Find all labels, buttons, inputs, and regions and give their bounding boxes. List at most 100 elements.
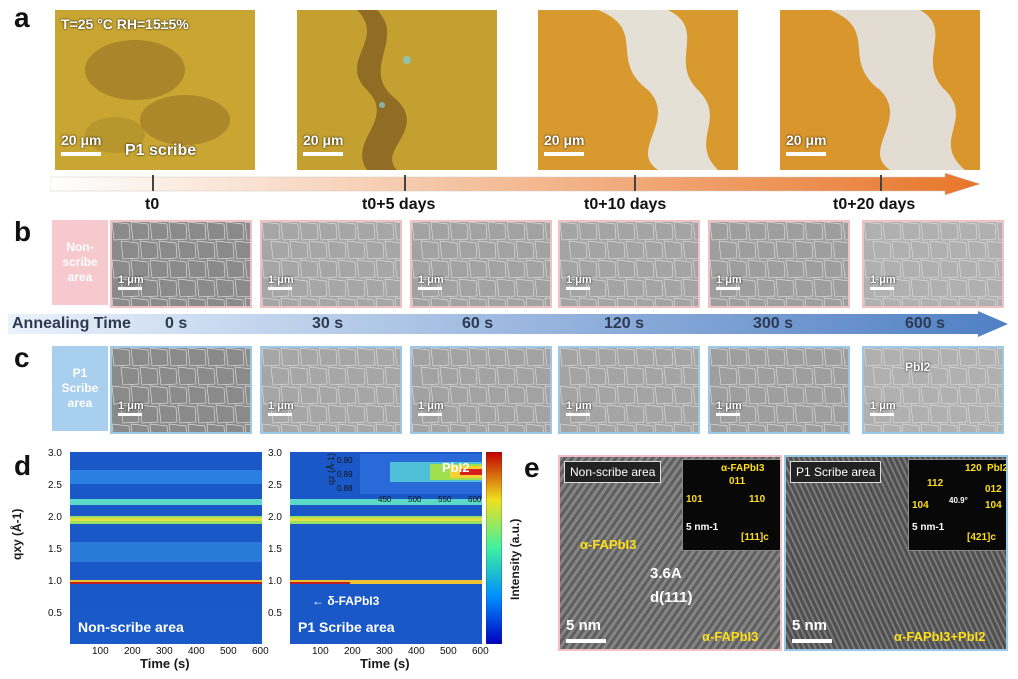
time-arrow — [50, 173, 980, 195]
inset-x-tick: 450 — [378, 495, 392, 504]
sem-image: 1 μm — [110, 220, 252, 308]
fft-spot: 101 — [686, 494, 703, 505]
tem-scale-bar — [792, 639, 832, 643]
x-tick-label: 100 — [92, 646, 109, 657]
timeline-label-t20: t0+20 days — [833, 196, 916, 213]
sem-scale-label: 1 μm — [870, 274, 896, 286]
heatmap-non-scribe — [70, 452, 262, 644]
non-scribe-heatmap-label: Non-scribe area — [78, 619, 184, 635]
grain-texture — [560, 348, 698, 432]
inset-y-tick: 0.90 — [337, 456, 353, 465]
side-label-line: area — [67, 270, 93, 284]
sem-scale-bar — [418, 413, 442, 416]
x-tick-label: 600 — [252, 646, 269, 657]
scribe-side-label: P1 Scribe area — [52, 346, 108, 431]
sem-scale-label: 1 μm — [418, 274, 444, 286]
tem-non-scribe: Non-scribe area α-FAPbI3 011 101 110 5 n… — [558, 455, 782, 651]
grain-texture — [262, 222, 400, 306]
annealing-arrow — [8, 311, 1008, 337]
inset-x-tick: 600 — [468, 495, 482, 504]
fft-spot: 012 — [985, 484, 1002, 495]
grain-texture — [412, 348, 550, 432]
anneal-time-600: 600 s — [905, 315, 946, 332]
tem-scale-label: 5 nm — [792, 617, 828, 634]
y-tick-label: 0.5 — [48, 608, 62, 619]
y-tick-label: 2.5 — [268, 480, 282, 491]
sem-scale-bar — [566, 287, 590, 290]
sem-image: 1 μm — [708, 346, 850, 434]
fft-non-scribe: α-FAPbI3 011 101 110 5 nm-1 [111]c — [682, 459, 780, 551]
y-tick-label: 1.0 — [268, 576, 282, 587]
inset-y-tick: 0.89 — [337, 470, 353, 479]
sem-scale-bar — [870, 287, 894, 290]
sem-image: 1 μm — [862, 220, 1004, 308]
y-tick-label: 2.0 — [48, 512, 62, 523]
delta-fapbi3-label: ← δ-FAPbI3 — [312, 594, 380, 608]
sem-scale-bar — [716, 287, 740, 290]
x-tick-label: 400 — [188, 646, 205, 657]
sem-scale-label: 1 μm — [118, 274, 144, 286]
delta-text: δ-FAPbI3 — [327, 594, 380, 608]
phase-label-bottom: α-FAPbI3+PbI2 — [894, 629, 986, 644]
sem-image: 1 μm — [862, 346, 1004, 434]
x-tick-label: 500 — [220, 646, 237, 657]
optical-image-t0: T=25 °C RH=15±5% 20 μm P1 scribe — [55, 10, 255, 170]
scale-bar — [303, 152, 343, 156]
optical-image-t10: 20 μm — [538, 10, 738, 170]
anneal-time-300: 300 s — [753, 315, 794, 332]
scale-bar-label: 20 μm — [786, 132, 827, 148]
inset-pbi2-label: PbI2 — [442, 460, 470, 475]
side-label-line: scribe — [62, 255, 98, 269]
fft-scribe: 120 PbI2 112 012 104 104 40.9° 5 nm-1 [4… — [908, 459, 1006, 551]
side-label-line: area — [67, 396, 93, 410]
panel-label-c: c — [14, 342, 30, 373]
side-label-line: Scribe — [61, 381, 99, 395]
optical-texture — [55, 10, 255, 170]
sem-scale-bar — [118, 413, 142, 416]
anneal-time-60: 60 s — [462, 315, 494, 332]
plane-label: d(111) — [650, 589, 693, 606]
sem-scale-label: 1 μm — [716, 400, 742, 412]
y-tick-label: 1.5 — [268, 544, 282, 555]
pbi2-sem-label: PbI2 — [905, 360, 931, 374]
timeline-tick — [880, 175, 882, 191]
sem-scale-bar — [418, 287, 442, 290]
condition-label: T=25 °C RH=15±5% — [61, 16, 189, 32]
anneal-time-30: 30 s — [312, 315, 344, 332]
panel-label-a: a — [14, 2, 30, 33]
sem-scale-label: 1 μm — [268, 400, 294, 412]
sem-scale-label: 1 μm — [870, 400, 896, 412]
sem-scale-label: 1 μm — [566, 274, 592, 286]
x-tick-label: 600 — [472, 646, 489, 657]
scale-bar-label: 20 μm — [61, 132, 102, 148]
fft-zone: [111]c — [741, 532, 769, 543]
y-tick-label: 0.5 — [268, 608, 282, 619]
tem-title-non-scribe: Non-scribe area — [564, 461, 662, 483]
scribe-heatmap-label: P1 Scribe area — [298, 619, 395, 635]
optical-texture — [297, 10, 497, 170]
d-y-axis-label: qxy (Å-1) — [10, 508, 24, 560]
x-tick-label: 300 — [156, 646, 173, 657]
inset-x-tick: 500 — [408, 495, 422, 504]
x-tick-label: 300 — [376, 646, 393, 657]
x-tick-label: 500 — [440, 646, 457, 657]
timeline-label-t0: t0 — [145, 196, 160, 213]
sem-scale-label: 1 μm — [118, 400, 144, 412]
y-tick-label: 3.0 — [48, 448, 62, 459]
grain-texture — [864, 222, 1002, 306]
grain-texture — [560, 222, 698, 306]
fft-spot: 112 — [927, 478, 944, 489]
timeline-label-t5: t0+5 days — [362, 196, 436, 213]
optical-texture — [780, 10, 980, 170]
x-tick-label: 200 — [124, 646, 141, 657]
phase-label-bottom: α-FAPbI3 — [702, 629, 759, 644]
fft-spot: 110 — [749, 494, 766, 505]
fft-zone: [421]c — [967, 532, 996, 543]
grain-texture — [112, 348, 250, 432]
sem-image: 1 μm — [558, 220, 700, 308]
annealing-title: Annealing Time — [12, 315, 131, 332]
grain-texture — [112, 222, 250, 306]
sem-image: 1 μm — [558, 346, 700, 434]
d-x-label-left: Time (s) — [140, 656, 190, 671]
sem-image: 1 μm — [110, 346, 252, 434]
